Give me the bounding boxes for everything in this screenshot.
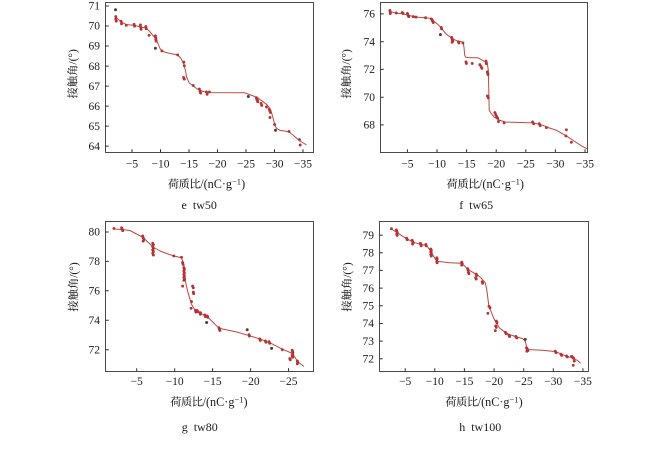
svg-text:69: 69 xyxy=(89,41,101,53)
svg-text:−5: −5 xyxy=(126,159,138,171)
svg-text:−20: −20 xyxy=(242,376,260,388)
svg-text:−35: −35 xyxy=(576,159,594,171)
svg-text:−15: −15 xyxy=(204,376,222,388)
svg-text:/(°): /(°) xyxy=(341,49,353,65)
svg-text:70: 70 xyxy=(89,21,101,33)
svg-text:e tw50: e tw50 xyxy=(182,198,217,212)
svg-text:80: 80 xyxy=(89,227,101,239)
svg-text:67: 67 xyxy=(89,81,101,93)
svg-text:−15: −15 xyxy=(455,376,473,388)
svg-text:−5: −5 xyxy=(401,159,413,171)
svg-text:−5: −5 xyxy=(131,376,143,388)
svg-text:65: 65 xyxy=(89,121,101,133)
svg-text:−25: −25 xyxy=(237,159,255,171)
svg-text:78: 78 xyxy=(89,256,101,268)
svg-text:−30: −30 xyxy=(544,376,562,388)
svg-text:64: 64 xyxy=(89,141,101,153)
svg-text:−15: −15 xyxy=(458,159,476,171)
svg-text:−10: −10 xyxy=(152,159,170,171)
svg-text:71: 71 xyxy=(89,1,101,13)
svg-text:66: 66 xyxy=(89,101,101,113)
svg-text:−25: −25 xyxy=(515,376,533,388)
svg-text:73: 73 xyxy=(363,336,375,348)
svg-text:−20: −20 xyxy=(487,159,505,171)
svg-text:70: 70 xyxy=(364,92,376,104)
svg-text:68: 68 xyxy=(89,61,101,73)
svg-text:76: 76 xyxy=(363,283,375,295)
svg-text:−10: −10 xyxy=(166,376,184,388)
svg-text:−5: −5 xyxy=(399,376,411,388)
svg-text:78: 78 xyxy=(363,248,375,260)
svg-text:74: 74 xyxy=(363,318,375,330)
svg-text:−25: −25 xyxy=(517,159,535,171)
svg-text:76: 76 xyxy=(89,286,101,298)
svg-text:74: 74 xyxy=(89,315,101,327)
svg-text:−35: −35 xyxy=(574,376,592,388)
svg-text:−20: −20 xyxy=(209,159,227,171)
svg-text:−10: −10 xyxy=(428,159,446,171)
svg-text:72: 72 xyxy=(363,354,375,366)
svg-text:−15: −15 xyxy=(180,159,198,171)
svg-text:−30: −30 xyxy=(266,159,284,171)
svg-text:74: 74 xyxy=(364,36,376,48)
svg-text:−20: −20 xyxy=(485,376,503,388)
svg-text:f tw65: f tw65 xyxy=(459,198,493,212)
svg-text:/(°): /(°) xyxy=(342,262,354,278)
svg-text:77: 77 xyxy=(363,265,375,277)
svg-text:72: 72 xyxy=(364,64,376,76)
svg-text:/(°): /(°) xyxy=(68,49,80,65)
svg-text:−30: −30 xyxy=(546,159,564,171)
svg-text:−25: −25 xyxy=(280,376,298,388)
svg-text:h tw100: h tw100 xyxy=(459,420,501,434)
svg-text:/(°): /(°) xyxy=(68,262,80,278)
svg-text:g tw80: g tw80 xyxy=(182,420,218,434)
svg-text:72: 72 xyxy=(89,344,101,356)
svg-text:68: 68 xyxy=(364,120,376,132)
svg-text:−35: −35 xyxy=(294,159,312,171)
svg-text:−10: −10 xyxy=(426,376,444,388)
svg-text:75: 75 xyxy=(363,301,375,313)
svg-text:79: 79 xyxy=(363,230,375,242)
svg-text:76: 76 xyxy=(364,9,376,21)
